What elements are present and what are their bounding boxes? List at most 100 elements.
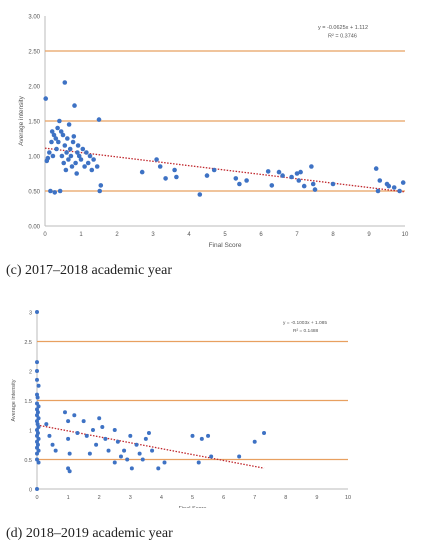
chart-1-data-point — [36, 404, 41, 409]
chart-0-data-point — [54, 146, 59, 152]
chart-1-data-point — [87, 451, 92, 456]
chart-0-x-tick-label: 2 — [115, 232, 119, 238]
chart-1-data-point — [36, 383, 41, 388]
chart-0-x-tick-label: 4 — [187, 232, 191, 238]
chart-1-y-tick-label: 3 — [29, 311, 32, 317]
chart-0-data-point — [66, 122, 72, 127]
chart-0-data-point — [330, 181, 336, 187]
chart-0-data-point — [98, 183, 104, 188]
chart-0-data-point — [52, 190, 58, 195]
chart-1-data-point — [66, 436, 71, 441]
chart-1-data-point — [90, 428, 95, 432]
chart-1-x-tick-label: 6 — [222, 495, 225, 501]
chart-1-data-point — [128, 433, 133, 438]
chart-1-x-tick-label: 0 — [35, 495, 38, 501]
chart-1-y-tick-label: 0 — [29, 488, 32, 494]
chart-caption-c: (c) 2017–2018 academic year — [6, 263, 172, 278]
chart-0-data-point — [75, 143, 81, 148]
chart-0-data-point — [82, 164, 87, 169]
chart-1-data-point — [112, 428, 117, 432]
chart-0-data-point — [76, 153, 82, 159]
chart-1-data-point — [35, 369, 39, 373]
chart-0-y-axis-label: Average intensity — [18, 95, 25, 145]
chart-1-data-point — [35, 487, 39, 491]
chart-0-y-tick-label: 2.50 — [28, 50, 40, 56]
scatter-chart-2018-2019: 0 0.5 1 1.5 2 2.5 3 0 1 2 3 4 5 6 7 8 9 10 Final Score Aver… — [11, 310, 351, 508]
chart-1-data-point — [35, 377, 39, 382]
chart-0-data-point — [80, 146, 86, 152]
chart-1-r-squared: R² = 0.1488 — [293, 328, 319, 334]
chart-0-data-point — [197, 192, 203, 197]
chart-1-data-point — [112, 460, 117, 465]
chart-caption-d: (d) 2018–2019 academic year — [6, 526, 173, 541]
chart-0-data-point — [309, 164, 314, 169]
chart-0-data-point — [391, 185, 397, 190]
chart-0-data-point — [310, 181, 316, 187]
chart-0-x-axis-label: Final Score — [209, 242, 242, 249]
chart-0-data-point — [280, 173, 285, 178]
chart-0-data-point — [97, 188, 103, 194]
chart-0-data-point — [57, 188, 63, 194]
chart-1-data-point — [35, 413, 39, 418]
chart-0-data-point — [55, 125, 60, 131]
chart-0-data-point — [96, 117, 102, 122]
chart-0-data-point — [61, 160, 67, 166]
chart-1-data-point — [36, 416, 41, 421]
chart-1-data-point — [97, 416, 102, 421]
chart-1-data-point — [67, 451, 72, 456]
chart-1-data-point — [199, 436, 204, 441]
chart-1-data-point — [35, 310, 39, 314]
chart-0-y-tick-label: 1.50 — [28, 120, 40, 126]
chart-1-data-point — [35, 457, 39, 462]
chart-1-data-point — [262, 430, 267, 435]
chart-1-data-point — [44, 422, 49, 427]
chart-1-data-point — [84, 433, 89, 438]
chart-0-data-point — [157, 164, 163, 169]
chart-1-x-tick-label: 10 — [345, 495, 351, 501]
chart-0-data-point — [91, 157, 96, 162]
chart-0-data-point — [211, 167, 217, 173]
chart-0-data-point — [58, 129, 64, 134]
chart-1-data-point — [35, 395, 40, 400]
chart-1-x-axis-label: Final Score — [179, 506, 207, 508]
chart-1-data-point — [156, 466, 161, 471]
chart-0-data-point — [85, 160, 91, 166]
chart-0-data-point — [269, 183, 275, 188]
chart-1-data-point — [35, 433, 39, 438]
chart-1-data-point — [162, 460, 167, 465]
chart-0-data-point — [89, 167, 95, 173]
chart-1-x-tick-label: 7 — [253, 495, 256, 501]
chart-1-data-point — [94, 442, 99, 447]
scatter-chart-2017-2018: 0.00 0.50 1.00 1.50 2.00 2.50 3.00 0 1 2 3 4 5 6 7 8 9 10… — [18, 15, 409, 250]
chart-0-x-tick-label: 0 — [43, 232, 47, 238]
chart-1-trendline — [36, 424, 265, 469]
chart-0-data-point — [62, 80, 68, 85]
chart-0-y-tick-label: 1.00 — [28, 155, 40, 161]
chart-1-data-point — [252, 439, 257, 444]
chart-0-data-point — [312, 187, 318, 192]
chart-1-data-point — [36, 436, 41, 441]
chart-0-x-tick-label: 6 — [259, 232, 263, 238]
chart-1-x-tick-label: 3 — [129, 495, 132, 501]
chart-0-data-point — [45, 155, 51, 161]
chart-1-data-point — [35, 401, 39, 406]
chart-1-data-point — [146, 430, 151, 435]
chart-1-data-point — [118, 454, 123, 459]
chart-1-data-point — [190, 433, 195, 438]
chart-1-data-point — [209, 454, 214, 459]
chart-0-x-tick-label: 7 — [295, 232, 299, 238]
chart-1-trendline-equation: y = -0.1003x + 1.085 — [283, 320, 327, 326]
chart-0-data-point — [174, 174, 179, 180]
chart-0-data-point — [49, 129, 55, 134]
chart-0-data-point — [75, 150, 80, 155]
chart-0-data-point — [265, 169, 271, 174]
chart-0-data-point — [74, 171, 79, 176]
chart-0-data-point — [163, 176, 168, 181]
chart-1-data-point — [72, 413, 77, 418]
chart-1-x-tick-label: 5 — [191, 495, 194, 501]
chart-0-x-tick-label: 5 — [223, 232, 227, 238]
chart-1-data-point — [196, 460, 201, 465]
chart-1-x-tick-label: 4 — [160, 495, 163, 501]
chart-1-data-point — [50, 442, 55, 447]
chart-0-data-point — [68, 153, 74, 159]
